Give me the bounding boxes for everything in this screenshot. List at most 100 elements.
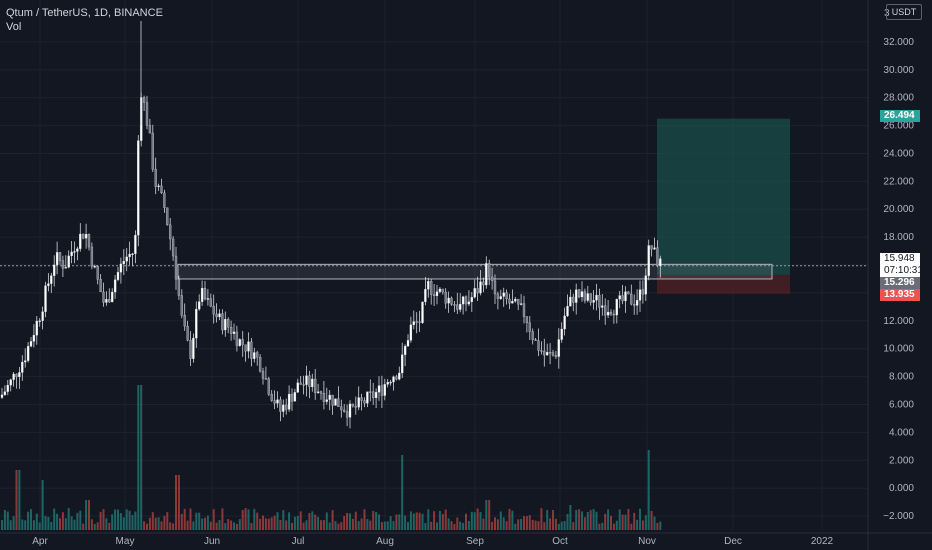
symbol-title[interactable]: Qtum / TetherUS, 1D, BINANCE [6, 7, 163, 19]
candle [111, 291, 114, 303]
volume-bar [459, 521, 462, 530]
volume-bar [238, 519, 241, 530]
candle [511, 300, 514, 304]
volume-bar [56, 513, 59, 530]
volume-bar [438, 510, 441, 530]
volume-bar [276, 512, 279, 530]
candle [409, 324, 413, 341]
volume-bar [38, 522, 41, 530]
volume-bar [172, 523, 175, 530]
currency-selector[interactable]: USDT [886, 4, 922, 20]
x-tick-label: Dec [724, 536, 742, 547]
volume-bar [285, 520, 288, 530]
candle [244, 344, 247, 352]
candle [499, 296, 502, 299]
volume-bar [607, 509, 610, 530]
volume-indicator-label[interactable]: Vol [6, 21, 22, 33]
volume-bar [218, 520, 221, 530]
candle [18, 372, 21, 378]
candle [285, 404, 288, 410]
volume-bar [485, 500, 488, 530]
candle [496, 293, 500, 299]
volume-bar [163, 515, 166, 530]
candle [482, 281, 485, 286]
volume-bar [85, 500, 88, 530]
y-tick-label: 4.000 [889, 427, 914, 438]
volume-bar [354, 511, 357, 530]
current-price-tag: 15.948 [880, 253, 920, 265]
volume-bar [595, 511, 598, 530]
candle [517, 298, 520, 305]
volume-bar [6, 511, 9, 530]
candle [615, 298, 618, 316]
candle [134, 234, 137, 254]
volume-bar [337, 523, 340, 530]
volume-bar [334, 521, 337, 530]
candle [566, 306, 569, 317]
candle [189, 340, 192, 359]
volume-bar [262, 515, 264, 530]
volume-bar [93, 523, 96, 530]
candle [485, 263, 488, 286]
volume-bar [154, 517, 157, 530]
volume-bar [21, 519, 24, 530]
candle [200, 287, 204, 302]
volume-bar [137, 385, 140, 530]
volume-bar [647, 450, 650, 530]
volume-bar [618, 509, 621, 530]
candle [592, 300, 595, 303]
candle [519, 303, 523, 305]
volume-bar [456, 517, 459, 530]
x-tick-label: Sep [466, 536, 484, 547]
volume-bar [59, 518, 61, 530]
candle [148, 125, 152, 134]
volume-bar [299, 511, 302, 530]
volume-bar [537, 521, 540, 530]
candle [401, 354, 404, 374]
volume-bar [247, 509, 250, 530]
volume-bar [206, 515, 209, 530]
candle [169, 224, 172, 240]
y-tick-label: 8.000 [889, 372, 914, 383]
candle [656, 247, 659, 266]
y-tick-label: 26.000 [883, 121, 914, 132]
candle [96, 266, 99, 280]
x-tick-label: Nov [638, 536, 656, 547]
candle [261, 370, 265, 379]
candle [415, 321, 418, 323]
volume-bar [47, 516, 50, 530]
volume-bar [557, 523, 560, 530]
candle [569, 296, 572, 307]
candle [357, 397, 360, 408]
volume-bar [444, 509, 447, 530]
volume-bar [282, 510, 285, 530]
volume-bar [615, 520, 618, 530]
volume-bar [305, 520, 308, 530]
candle [450, 297, 453, 305]
volume-bar [581, 511, 583, 530]
candle [50, 275, 53, 284]
volume-bar [30, 509, 32, 530]
volume-bar [166, 512, 169, 530]
candle [79, 233, 82, 249]
volume-bar [146, 523, 148, 530]
volume-bar [328, 522, 331, 530]
candle [218, 313, 221, 318]
volume-bar [427, 509, 430, 530]
candle [337, 398, 340, 407]
candle [119, 263, 123, 273]
candle [227, 319, 230, 328]
candle [145, 102, 149, 126]
volume-bar [128, 510, 131, 530]
volume-bar [560, 521, 563, 530]
candle [369, 391, 372, 393]
volume-bar [79, 510, 82, 530]
x-tick-label: May [116, 536, 135, 547]
volume-bar [70, 516, 73, 530]
candle [192, 337, 195, 359]
volume-bar [659, 521, 662, 530]
candle [99, 279, 102, 293]
volume-bar [534, 520, 537, 530]
candle [351, 403, 355, 407]
